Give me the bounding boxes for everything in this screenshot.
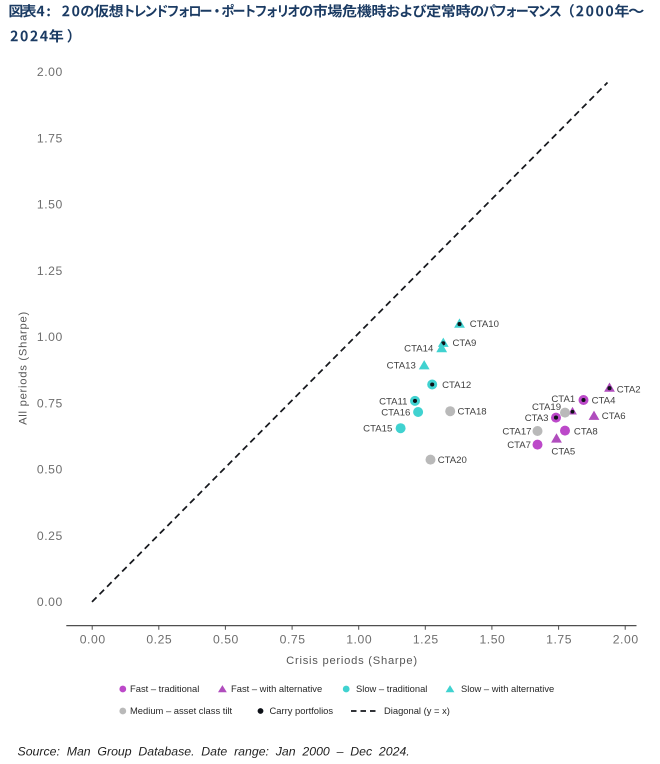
svg-text:1.75: 1.75: [546, 633, 572, 647]
svg-text:1.50: 1.50: [37, 198, 63, 212]
svg-text:1.50: 1.50: [479, 633, 505, 647]
svg-text:CTA3: CTA3: [525, 413, 549, 424]
svg-text:1.25: 1.25: [37, 264, 63, 278]
svg-text:CTA6: CTA6: [602, 411, 626, 422]
svg-text:CTA2: CTA2: [617, 384, 641, 395]
svg-text:Diagonal (y = x): Diagonal (y = x): [384, 705, 450, 716]
svg-text:Fast – traditional: Fast – traditional: [130, 683, 199, 694]
svg-text:CTA19: CTA19: [532, 402, 561, 413]
svg-text:1.75: 1.75: [37, 131, 63, 145]
svg-text:2.00: 2.00: [613, 633, 639, 647]
svg-text:0.75: 0.75: [280, 633, 306, 647]
svg-text:Carry portfolios: Carry portfolios: [270, 705, 334, 716]
svg-text:Slow – traditional: Slow – traditional: [356, 683, 427, 694]
svg-text:CTA20: CTA20: [438, 455, 467, 466]
svg-text:CTA17: CTA17: [502, 426, 531, 437]
svg-text:Slow – with alternative: Slow – with alternative: [461, 683, 554, 694]
svg-text:Fast – with alternative: Fast – with alternative: [231, 683, 322, 694]
svg-text:1.00: 1.00: [37, 330, 63, 344]
svg-text:0.75: 0.75: [37, 396, 63, 410]
svg-text:Source: Man Group Database. Da: Source: Man Group Database. Date range: …: [18, 745, 410, 759]
svg-text:CTA5: CTA5: [551, 447, 575, 458]
svg-text:0.25: 0.25: [146, 633, 172, 647]
svg-text:1.00: 1.00: [346, 633, 372, 647]
svg-text:CTA9: CTA9: [453, 338, 477, 349]
svg-text:CTA14: CTA14: [404, 344, 434, 355]
svg-text:CTA16: CTA16: [381, 407, 410, 418]
svg-text:All periods (Sharpe): All periods (Sharpe): [17, 311, 29, 425]
svg-text:CTA18: CTA18: [458, 407, 487, 418]
svg-text:CTA4: CTA4: [592, 395, 616, 406]
svg-text:2.00: 2.00: [37, 65, 63, 79]
svg-text:0.00: 0.00: [37, 595, 63, 609]
svg-text:0.00: 0.00: [80, 633, 106, 647]
svg-text:Medium – asset class tilt: Medium – asset class tilt: [130, 705, 233, 716]
svg-text:CTA7: CTA7: [507, 440, 531, 451]
svg-text:1.25: 1.25: [413, 633, 439, 647]
svg-text:CTA10: CTA10: [470, 319, 499, 330]
svg-text:CTA1: CTA1: [551, 394, 575, 405]
svg-text:CTA12: CTA12: [442, 380, 471, 391]
svg-text:CTA8: CTA8: [574, 426, 598, 437]
svg-text:CTA11: CTA11: [379, 396, 407, 407]
svg-text:0.50: 0.50: [37, 463, 63, 477]
svg-text:0.25: 0.25: [37, 529, 63, 543]
svg-text:CTA13: CTA13: [387, 361, 416, 372]
svg-text:0.50: 0.50: [213, 633, 239, 647]
svg-text:CTA15: CTA15: [363, 424, 392, 435]
svg-text:Crisis periods (Sharpe): Crisis periods (Sharpe): [286, 655, 418, 667]
